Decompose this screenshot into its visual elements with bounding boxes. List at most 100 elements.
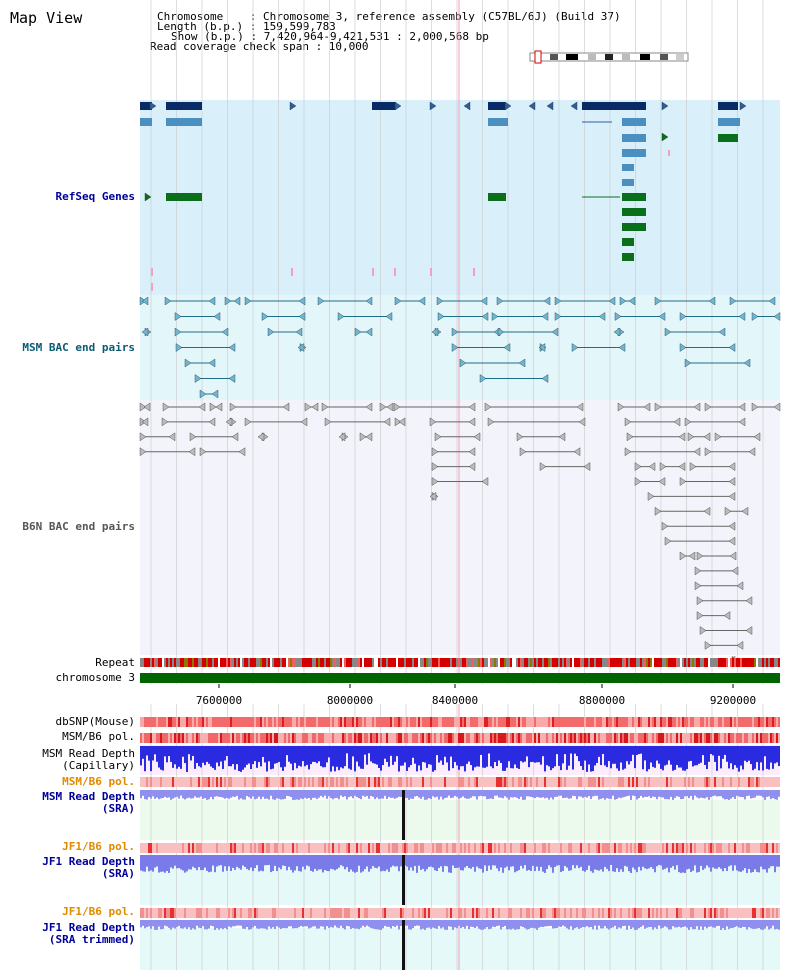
msm-depth-sra-bar [540, 790, 542, 798]
msm-depth-cap-bar [618, 746, 620, 771]
jf1-depth-trim-bar [618, 920, 620, 928]
msm-depth-cap-bar [244, 746, 246, 768]
jf1-depth-trim-bar [366, 920, 368, 926]
jf1-depth-bar [168, 855, 170, 873]
axis-bg [140, 684, 780, 704]
repeat-segment [240, 658, 242, 667]
jf1-depth-trim-bar [698, 920, 700, 930]
msm-pol-strip [336, 733, 338, 743]
jf1-depth-bar [154, 855, 156, 868]
jf1-depth-bar [430, 855, 432, 867]
msm-pol2-strip [376, 777, 378, 787]
msm-depth-sra-bar [154, 790, 156, 799]
jf1-pol2-strip [748, 908, 750, 918]
dbsnp-strip [772, 717, 774, 727]
msm-pol2-strip [250, 777, 252, 787]
jf1-depth-bar [422, 855, 424, 869]
jf1-pol-strip [756, 843, 758, 853]
msm-pol-strip [154, 733, 156, 743]
jf1-depth-bar [192, 855, 194, 867]
repeat-segment [502, 658, 504, 667]
jf1-depth-bar [552, 855, 554, 873]
jf1-depth-trim-bar [632, 920, 634, 928]
jf1-depth-trim-bar [576, 920, 578, 928]
msm-pol2-strip [446, 777, 448, 787]
msm-pol-strip [412, 733, 414, 743]
msm-pol2-strip [350, 777, 352, 787]
jf1-pol2-strip [594, 908, 596, 918]
jf1-depth-trim-bar [386, 920, 388, 927]
msm-depth-sra-bar [610, 790, 612, 799]
msm-pol-strip [414, 733, 416, 743]
b6n-bac-pair-end [238, 447, 246, 457]
jf1-depth-trim-bar [566, 920, 568, 929]
jf1-pol2-strip [552, 908, 554, 918]
repeat-segment [736, 658, 738, 667]
msm-pol-strip [348, 733, 350, 743]
msm-depth-sra-bar [662, 790, 664, 798]
jf1-depth-trim-bar [232, 920, 234, 927]
msm-depth-sra-bar [682, 790, 684, 799]
msm-pol-strip [238, 733, 240, 743]
b6n-bac-pair-end [473, 432, 481, 442]
msm-depth-cap-bar [182, 746, 184, 757]
repeat-segment [158, 658, 160, 667]
jf1-pol-strip [758, 843, 760, 853]
repeat-segment [488, 658, 490, 667]
jf1-depth-bar [526, 855, 528, 871]
dbsnp-strip [356, 717, 358, 727]
dbsnp-strip [228, 717, 230, 727]
jf1-depth-trim-bar [572, 920, 574, 930]
msm-pol-strip [326, 733, 328, 743]
jf1-pol-strip [348, 843, 350, 853]
msm-bac-pair-end [233, 296, 241, 306]
msm-depth-cap-bar [174, 746, 176, 765]
repeat-segment [702, 658, 704, 667]
msm-pol-strip [462, 733, 464, 743]
b6n-bac-pair-end [516, 432, 524, 442]
msm-pol-strip [448, 733, 450, 743]
msm-pol-strip [696, 733, 698, 743]
jf1-pol2-strip [760, 908, 762, 918]
msm-pol-strip [474, 733, 476, 743]
jf1-pol2-strip [162, 908, 164, 918]
msm-depth-sra-bar [582, 790, 584, 798]
jf1-depth-bar [746, 855, 748, 873]
jf1-pol-strip [372, 843, 374, 853]
jf1-pol-strip [762, 843, 764, 853]
jf1-depth-bar [286, 855, 288, 871]
jf1-depth-bar [606, 855, 608, 869]
jf1-depth-bar [684, 855, 686, 873]
jf1-pol-strip [148, 843, 150, 853]
jf1-depth-trim-bar [258, 920, 260, 929]
msm-depth-cap-bar [554, 746, 556, 767]
jf1-depth-bar [284, 855, 286, 866]
jf1-pol-strip [246, 843, 248, 853]
repeat-segment [410, 658, 412, 667]
msm-depth-cap-bar [566, 746, 568, 770]
jf1-depth-bar [506, 855, 508, 867]
jf1-pol2-strip [158, 908, 160, 918]
repeat-segment [594, 658, 596, 667]
msm-pol-strip [548, 733, 550, 743]
jf1-depth-trim-bar [230, 920, 232, 928]
jf1-depth-trim-bar [700, 920, 702, 927]
jf1-depth-trim-bar [440, 920, 442, 929]
jf1-depth-trim-bar [728, 920, 730, 930]
msm-pol2-strip [666, 777, 668, 787]
jf1-pol2-strip [238, 908, 240, 918]
dbsnp-strip [420, 717, 422, 727]
jf1-pol2-strip [500, 908, 502, 918]
msm-depth-sra-bar [692, 790, 694, 800]
jf1-depth-trim-bar [726, 920, 728, 927]
repeat-segment [456, 658, 458, 667]
msm-pol2-strip [382, 777, 384, 787]
jf1-depth-bar [216, 855, 218, 867]
msm-depth-sra-bar [702, 790, 704, 799]
repeat-segment [562, 658, 564, 667]
msm-pol-strip [416, 733, 418, 743]
msm-depth-cap-bar [254, 746, 256, 762]
dbsnp-strip [552, 717, 554, 727]
dbsnp-strip [506, 717, 508, 727]
